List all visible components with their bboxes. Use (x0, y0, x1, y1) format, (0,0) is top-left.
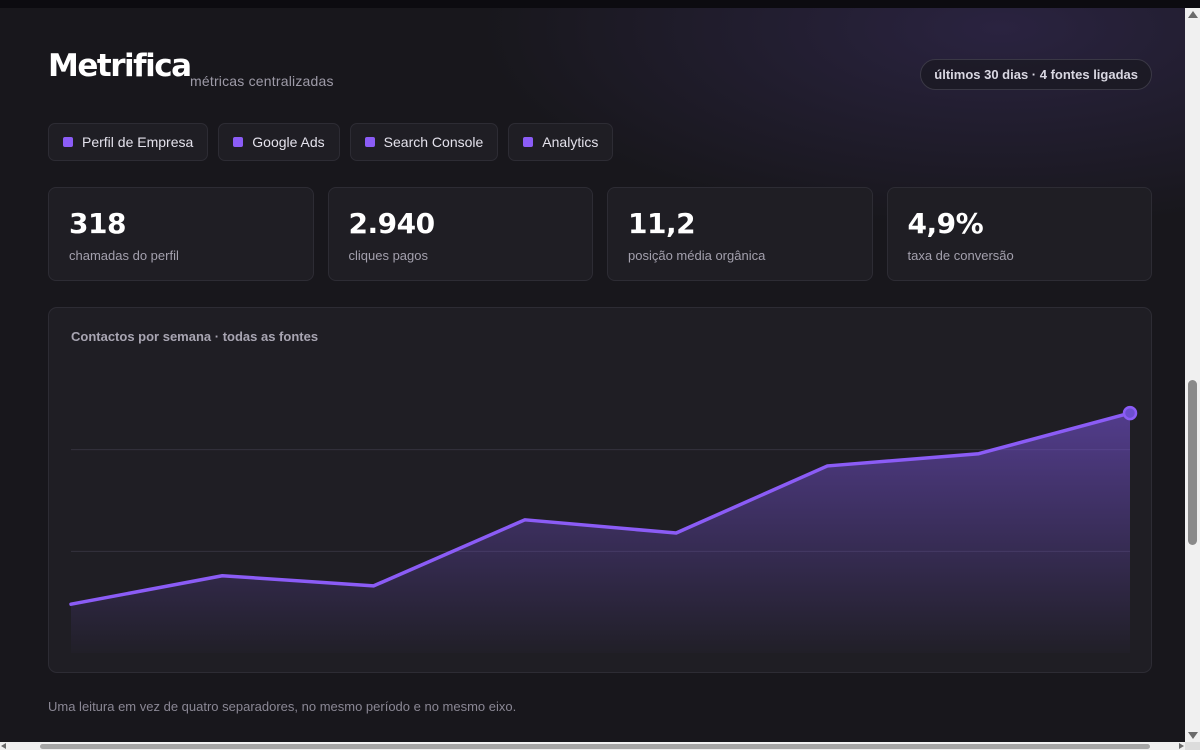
kpi-value: 4,9% (908, 207, 1132, 241)
kpi-card-conversion-rate: 4,9% taxa de conversão (887, 187, 1153, 281)
kpi-card-paid-clicks: 2.940 cliques pagos (328, 187, 594, 281)
chart-point-latest[interactable] (1124, 407, 1136, 419)
square-dot-icon (233, 137, 243, 147)
period-filter-pill[interactable]: últimos 30 dias · 4 fontes ligadas (920, 59, 1152, 90)
scroll-right-icon[interactable] (1179, 743, 1184, 749)
scroll-up-icon[interactable] (1188, 11, 1198, 18)
source-chip-label: Perfil de Empresa (82, 134, 193, 150)
chart-point[interactable] (219, 573, 225, 579)
source-chip-label: Search Console (384, 134, 484, 150)
scrollbar-thumb[interactable] (40, 744, 1150, 749)
kpi-value: 2.940 (349, 207, 573, 241)
header: Metrifica métricas centralizadas últimos… (48, 48, 1152, 88)
source-chips: Perfil de Empresa Google Ads Search Cons… (48, 123, 613, 161)
source-chip-label: Analytics (542, 134, 598, 150)
brand-subtitle: métricas centralizadas (190, 73, 334, 89)
chart-point[interactable] (976, 451, 982, 457)
contacts-chart-card: Contactos por semana · todas as fontes (48, 307, 1152, 673)
source-chip-analytics[interactable]: Analytics (508, 123, 613, 161)
brand-logo: Metrifica (48, 48, 191, 84)
chart-point[interactable] (673, 530, 679, 536)
kpi-value: 11,2 (628, 207, 852, 241)
square-dot-icon (523, 137, 533, 147)
kpi-value: 318 (69, 207, 293, 241)
scrollbar-corner (1185, 742, 1200, 750)
kpi-card-organic-position: 11,2 posição média orgânica (607, 187, 873, 281)
horizontal-scrollbar[interactable] (0, 742, 1185, 750)
square-dot-icon (365, 137, 375, 147)
footnote: Uma leitura em vez de quatro separadores… (48, 699, 516, 714)
source-chip-perfil-de-empresa[interactable]: Perfil de Empresa (48, 123, 208, 161)
kpi-label: posição média orgânica (628, 248, 852, 263)
contacts-area-chart (49, 308, 1152, 673)
kpi-label: taxa de conversão (908, 248, 1132, 263)
kpi-card-calls: 318 chamadas do perfil (48, 187, 314, 281)
scroll-down-icon[interactable] (1188, 732, 1198, 739)
kpi-label: cliques pagos (349, 248, 573, 263)
source-chip-google-ads[interactable]: Google Ads (218, 123, 339, 161)
dashboard-page: Metrifica métricas centralizadas últimos… (0, 8, 1185, 742)
chart-point[interactable] (371, 583, 377, 589)
source-chip-search-console[interactable]: Search Console (350, 123, 499, 161)
chart-point[interactable] (68, 601, 74, 607)
scrollbar-thumb[interactable] (1188, 380, 1197, 545)
kpi-row: 318 chamadas do perfil 2.940 cliques pag… (48, 187, 1152, 281)
scroll-left-icon[interactable] (1, 743, 6, 749)
source-chip-label: Google Ads (252, 134, 324, 150)
kpi-label: chamadas do perfil (69, 248, 293, 263)
vertical-scrollbar[interactable] (1185, 8, 1200, 742)
chart-point[interactable] (824, 463, 830, 469)
chart-point[interactable] (522, 517, 528, 523)
square-dot-icon (63, 137, 73, 147)
chart-area-fill (71, 413, 1130, 653)
